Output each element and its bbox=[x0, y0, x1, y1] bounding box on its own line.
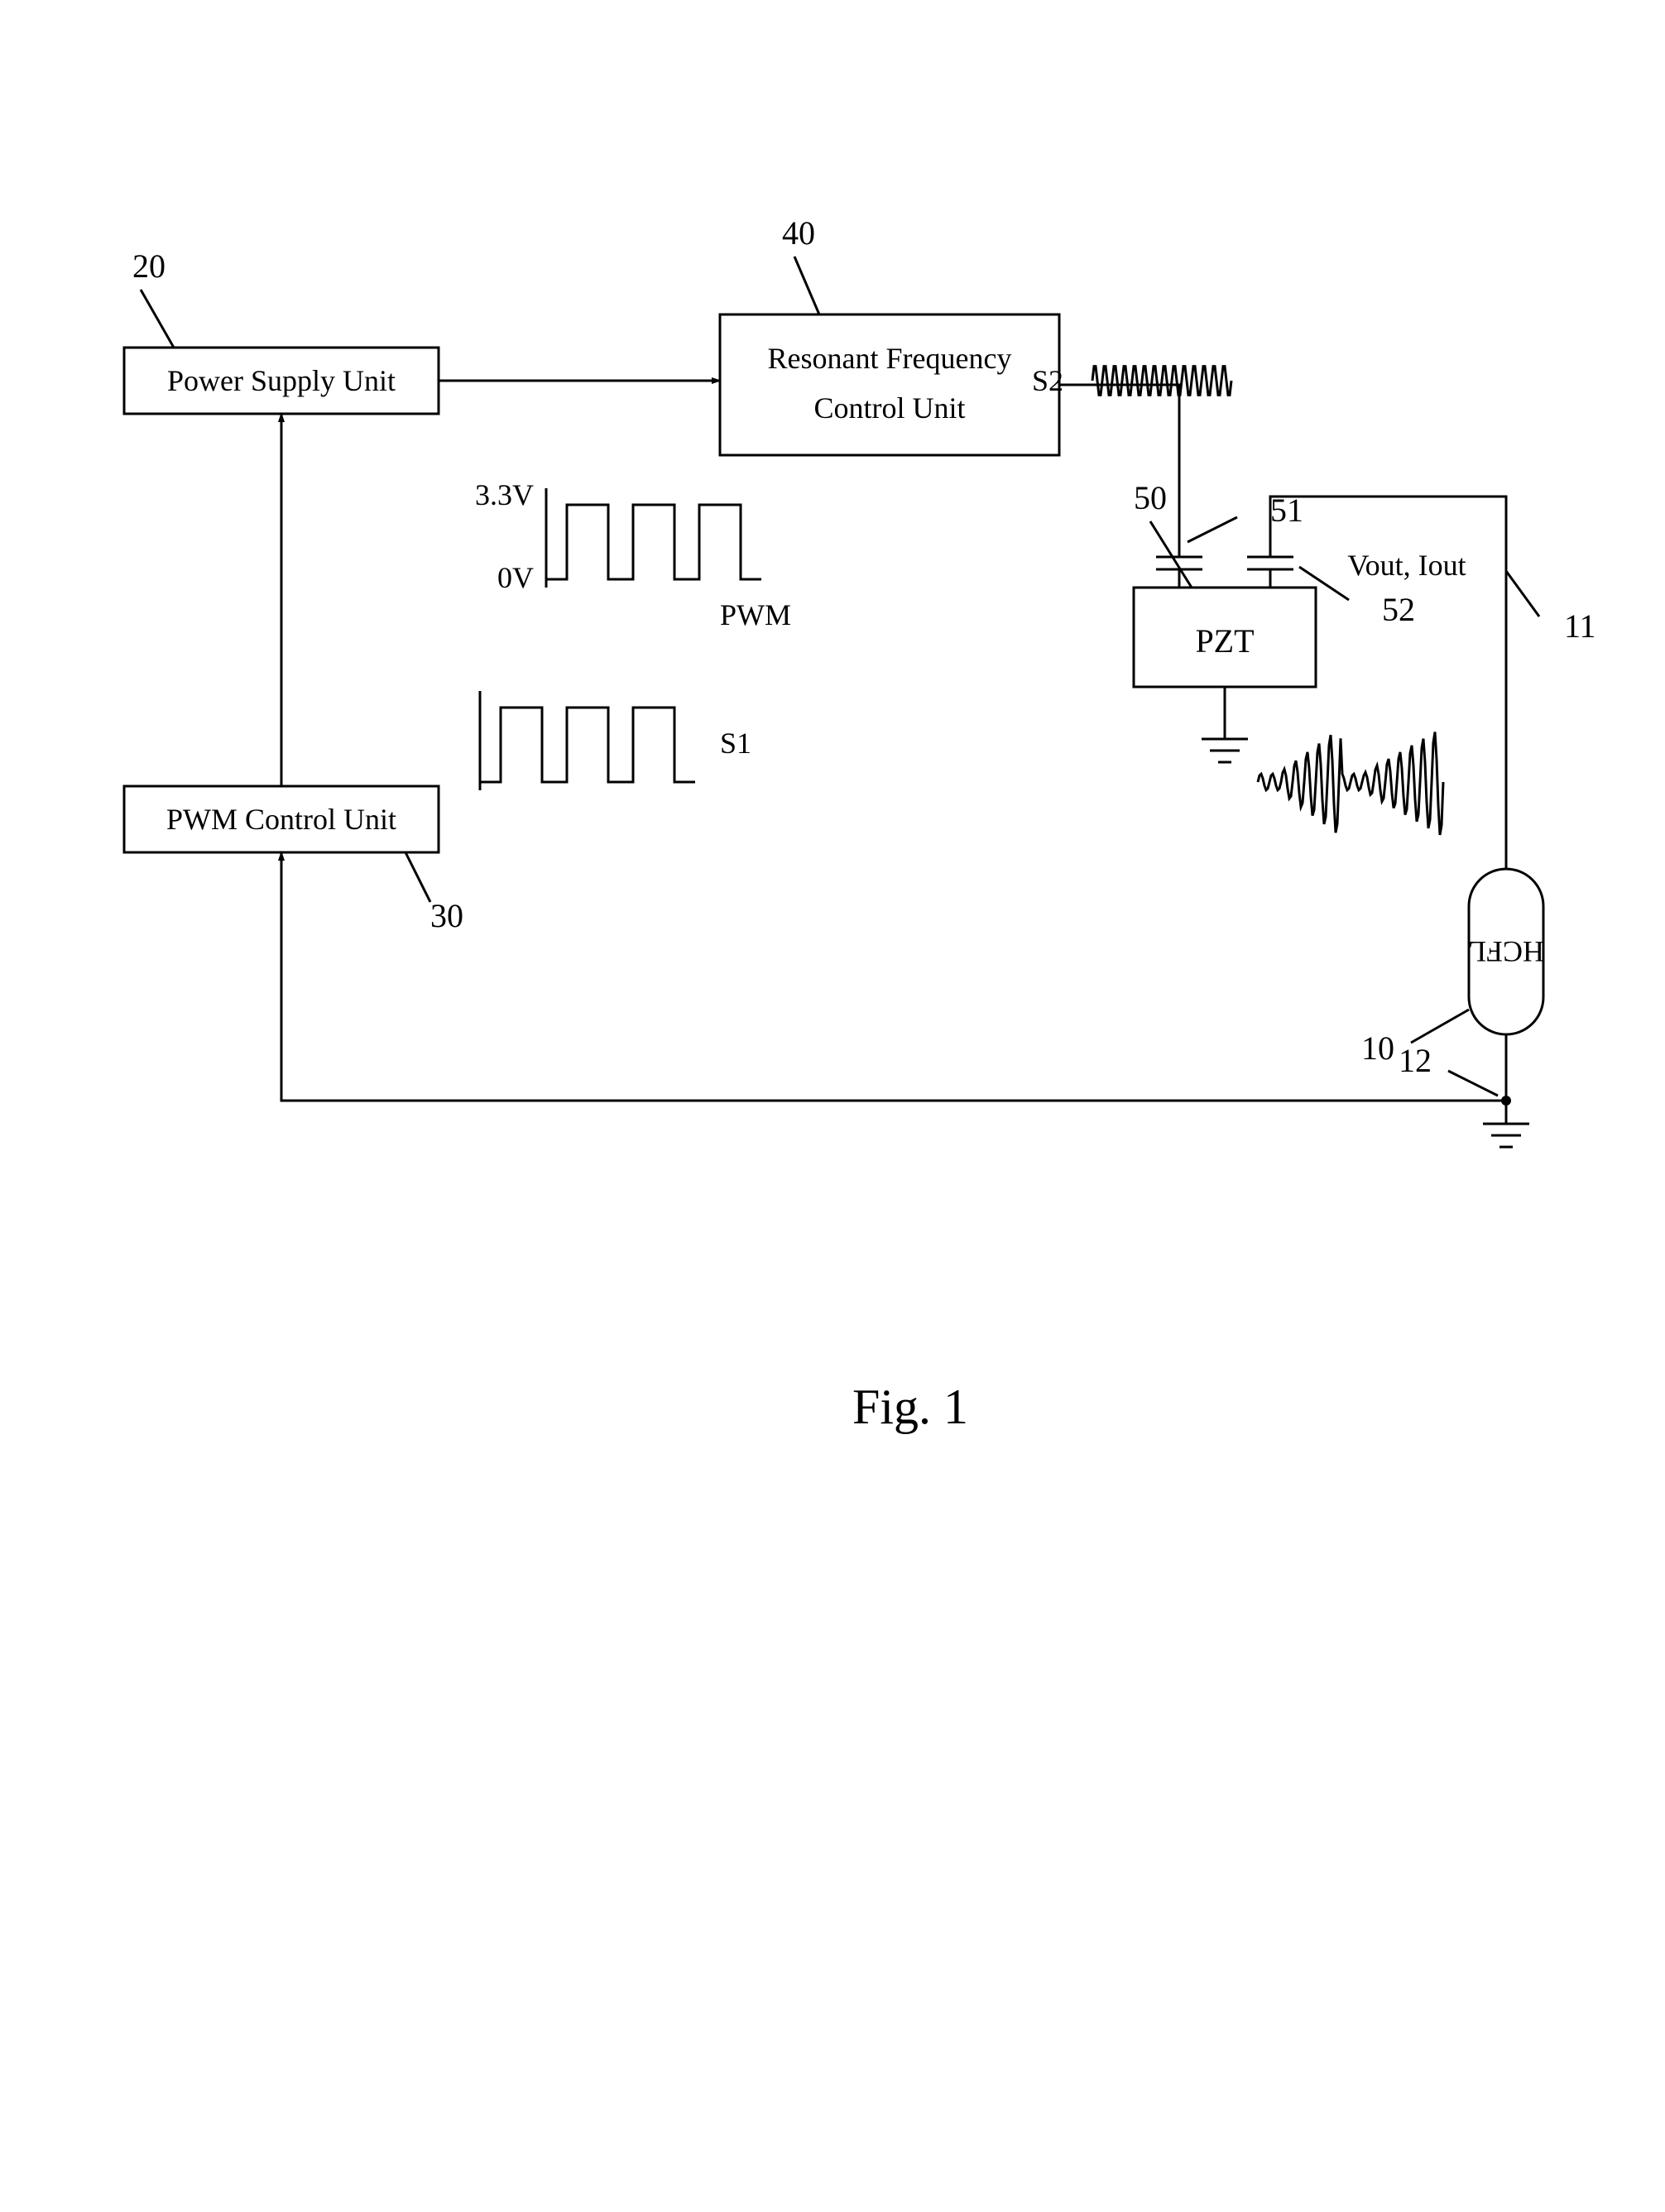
vout-waveform-icon bbox=[1258, 732, 1443, 835]
ref-20: 20 bbox=[132, 247, 166, 285]
ref-12: 12 bbox=[1399, 1042, 1432, 1079]
leader-12 bbox=[1448, 1071, 1498, 1096]
pwm-title: PWM bbox=[720, 598, 791, 631]
pwm-control-label: PWM Control Unit bbox=[166, 803, 396, 836]
leader-10 bbox=[1411, 1010, 1469, 1043]
ref-50: 50 bbox=[1134, 479, 1167, 516]
s1-title: S1 bbox=[720, 727, 751, 760]
leader-20 bbox=[141, 290, 174, 348]
pwm-waveform-icon bbox=[546, 488, 761, 588]
ref-40: 40 bbox=[782, 214, 815, 252]
resonant-freq-block bbox=[720, 314, 1059, 455]
pzt-output-cap-icon bbox=[1247, 528, 1293, 588]
s2-title: S2 bbox=[1032, 364, 1063, 397]
hcfl-label: HCFL bbox=[1468, 935, 1544, 968]
pwm-0v-label: 0V bbox=[497, 561, 534, 594]
resonant-line2: Control Unit bbox=[813, 391, 965, 425]
s1-waveform-icon bbox=[480, 691, 695, 790]
vout-title: Vout, Iout bbox=[1347, 549, 1466, 582]
figure-caption: Fig. 1 bbox=[852, 1380, 968, 1434]
ref-52: 52 bbox=[1382, 591, 1415, 628]
leader-50 bbox=[1150, 521, 1192, 588]
leader-40 bbox=[794, 257, 819, 314]
leader-51 bbox=[1188, 517, 1237, 542]
s2-waveform-icon bbox=[1092, 367, 1231, 396]
wire-feedback bbox=[281, 852, 1506, 1101]
ref-11: 11 bbox=[1564, 607, 1596, 645]
leader-11 bbox=[1506, 571, 1539, 617]
ref-10: 10 bbox=[1361, 1029, 1394, 1067]
ref-30: 30 bbox=[430, 897, 463, 934]
resonant-line1: Resonant Frequency bbox=[768, 342, 1012, 375]
pzt-label: PZT bbox=[1195, 622, 1254, 660]
pzt-ground-icon bbox=[1202, 716, 1248, 762]
hcfl-ground-icon bbox=[1483, 1101, 1529, 1147]
leader-30 bbox=[405, 852, 430, 902]
power-supply-label: Power Supply Unit bbox=[167, 364, 396, 397]
pwm-3v3-label: 3.3V bbox=[475, 478, 534, 511]
